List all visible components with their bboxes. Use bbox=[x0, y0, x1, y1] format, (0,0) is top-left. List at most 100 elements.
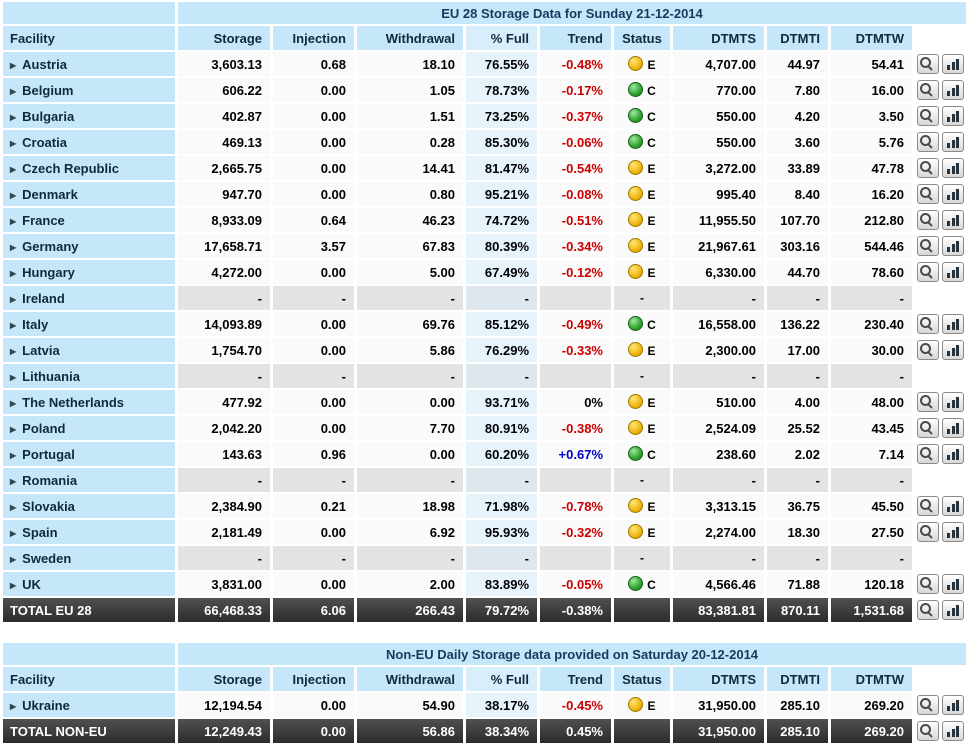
bar-chart-icon bbox=[947, 500, 959, 512]
chart-button[interactable] bbox=[942, 574, 964, 594]
zoom-button[interactable] bbox=[917, 340, 939, 360]
facility-name: Austria bbox=[22, 56, 67, 72]
trend-total-cell: 0.45% bbox=[540, 719, 611, 743]
chart-button[interactable] bbox=[942, 184, 964, 204]
chart-button[interactable] bbox=[942, 158, 964, 178]
chart-button[interactable] bbox=[942, 236, 964, 256]
facility-cell[interactable]: ▶ Germany bbox=[3, 234, 175, 258]
facility-row-slovakia: ▶ Slovakia 2,384.90 0.21 18.98 71.98% -0.78% E 3… bbox=[3, 494, 966, 518]
injection-cell: 0.21 bbox=[273, 494, 354, 518]
zoom-button[interactable] bbox=[917, 106, 939, 126]
facility-cell[interactable]: ▶ Bulgaria bbox=[3, 104, 175, 128]
chart-button[interactable] bbox=[942, 392, 964, 412]
row-expand-icon: ▶ bbox=[10, 320, 17, 330]
chart-button[interactable] bbox=[942, 418, 964, 438]
withdrawal-cell: 18.10 bbox=[357, 52, 463, 76]
dtmts-cell: - bbox=[673, 546, 764, 570]
row-actions bbox=[915, 442, 966, 466]
chart-button[interactable] bbox=[942, 444, 964, 464]
zoom-button[interactable] bbox=[917, 695, 939, 715]
facility-cell[interactable]: ▶ Slovakia bbox=[3, 494, 175, 518]
injection-cell: 0.00 bbox=[273, 260, 354, 284]
chart-button[interactable] bbox=[942, 132, 964, 152]
row-expand-icon: ▶ bbox=[10, 346, 17, 356]
trend-cell: -0.78% bbox=[540, 494, 611, 518]
storage-cell: 12,194.54 bbox=[178, 693, 270, 717]
facility-cell[interactable]: ▶ The Netherlands bbox=[3, 390, 175, 414]
zoom-button[interactable] bbox=[917, 574, 939, 594]
zoom-button[interactable] bbox=[917, 158, 939, 178]
chart-button[interactable] bbox=[942, 600, 964, 620]
facility-cell[interactable]: ▶ Spain bbox=[3, 520, 175, 544]
chart-button[interactable] bbox=[942, 695, 964, 715]
zoom-button[interactable] bbox=[917, 418, 939, 438]
facility-cell[interactable]: ▶ Latvia bbox=[3, 338, 175, 362]
zoom-button[interactable] bbox=[917, 314, 939, 334]
zoom-button[interactable] bbox=[917, 496, 939, 516]
chart-button[interactable] bbox=[942, 522, 964, 542]
facility-cell[interactable]: ▶ UK bbox=[3, 572, 175, 596]
chart-button[interactable] bbox=[942, 340, 964, 360]
chart-button[interactable] bbox=[942, 262, 964, 282]
dtmts-cell: 2,524.09 bbox=[673, 416, 764, 440]
zoom-button[interactable] bbox=[917, 210, 939, 230]
bar-chart-icon bbox=[947, 604, 959, 616]
dtmti-cell: - bbox=[767, 468, 828, 492]
table-gap bbox=[0, 624, 969, 641]
zoom-button[interactable] bbox=[917, 80, 939, 100]
facility-cell[interactable]: ▶ Czech Republic bbox=[3, 156, 175, 180]
facility-cell[interactable]: ▶ Portugal bbox=[3, 442, 175, 466]
zoom-button[interactable] bbox=[917, 392, 939, 412]
facility-row-romania: ▶ Romania - - - - - - - - bbox=[3, 468, 966, 492]
col-header-storage: Storage bbox=[178, 26, 270, 50]
zoom-button[interactable] bbox=[917, 444, 939, 464]
row-actions bbox=[915, 130, 966, 154]
dtmtw-cell: 27.50 bbox=[831, 520, 912, 544]
zoom-button[interactable] bbox=[917, 236, 939, 256]
facility-cell[interactable]: ▶ Sweden bbox=[3, 546, 175, 570]
facility-name: Poland bbox=[22, 420, 66, 436]
dtmtw-cell: 230.40 bbox=[831, 312, 912, 336]
status-cell: E bbox=[614, 494, 670, 518]
zoom-button[interactable] bbox=[917, 54, 939, 74]
facility-row-czech-republic: ▶ Czech Republic 2,665.75 0.00 14.41 81.47% -0… bbox=[3, 156, 966, 180]
percent-full-total-cell: 38.34% bbox=[466, 719, 537, 743]
injection-total-cell: 6.06 bbox=[273, 598, 354, 622]
zoom-button[interactable] bbox=[917, 132, 939, 152]
injection-total-cell: 0.00 bbox=[273, 719, 354, 743]
facility-cell[interactable]: ▶ Ireland bbox=[3, 286, 175, 310]
facility-cell[interactable]: ▶ Poland bbox=[3, 416, 175, 440]
withdrawal-cell: 46.23 bbox=[357, 208, 463, 232]
row-actions bbox=[915, 693, 966, 717]
zoom-button[interactable] bbox=[917, 262, 939, 282]
magnifier-icon bbox=[919, 239, 931, 250]
facility-cell[interactable]: ▶ Italy bbox=[3, 312, 175, 336]
dtmtw-cell: - bbox=[831, 286, 912, 310]
zoom-button[interactable] bbox=[917, 600, 939, 620]
bar-chart-icon bbox=[947, 344, 959, 356]
chart-button[interactable] bbox=[942, 314, 964, 334]
facility-cell[interactable]: ▶ Denmark bbox=[3, 182, 175, 206]
chart-button[interactable] bbox=[942, 721, 964, 741]
row-expand-icon: ▶ bbox=[10, 450, 17, 460]
chart-button[interactable] bbox=[942, 210, 964, 230]
facility-name: Latvia bbox=[22, 342, 60, 358]
facility-cell[interactable]: ▶ France bbox=[3, 208, 175, 232]
facility-cell[interactable]: ▶ Romania bbox=[3, 468, 175, 492]
facility-cell[interactable]: ▶ Austria bbox=[3, 52, 175, 76]
chart-button[interactable] bbox=[942, 106, 964, 126]
facility-cell[interactable]: ▶ Belgium bbox=[3, 78, 175, 102]
facility-cell[interactable]: ▶ Ukraine bbox=[3, 693, 175, 717]
facility-cell[interactable]: ▶ Hungary bbox=[3, 260, 175, 284]
injection-cell: - bbox=[273, 364, 354, 388]
zoom-button[interactable] bbox=[917, 522, 939, 542]
facility-name: Croatia bbox=[22, 134, 67, 150]
zoom-button[interactable] bbox=[917, 721, 939, 741]
storage-cell: - bbox=[178, 286, 270, 310]
chart-button[interactable] bbox=[942, 80, 964, 100]
zoom-button[interactable] bbox=[917, 184, 939, 204]
facility-cell[interactable]: ▶ Croatia bbox=[3, 130, 175, 154]
chart-button[interactable] bbox=[942, 496, 964, 516]
facility-cell[interactable]: ▶ Lithuania bbox=[3, 364, 175, 388]
chart-button[interactable] bbox=[942, 54, 964, 74]
